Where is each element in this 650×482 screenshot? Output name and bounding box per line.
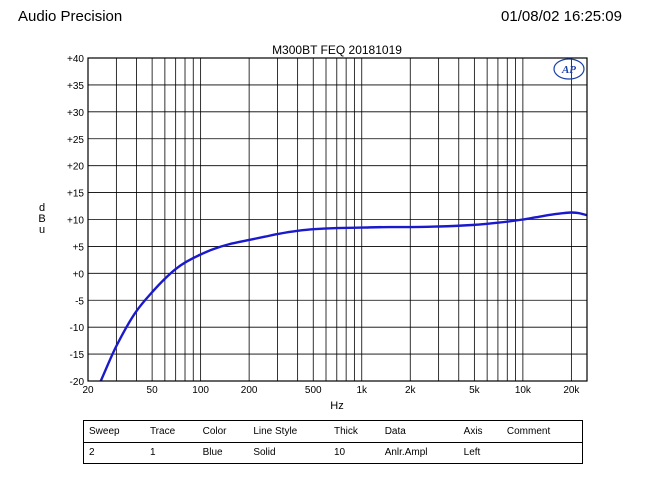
x-axis-ticks: 20 50 100 200 500 1k 2k 5k 10k 20k bbox=[82, 385, 580, 396]
x-axis-label: Hz bbox=[330, 400, 343, 412]
x-tick-label: 500 bbox=[305, 385, 322, 396]
y-axis-ticks: +40 +35 +30 +25 +20 +15 +10 +5 +0 -5 -10 -15 -20 bbox=[67, 54, 84, 388]
legend-header-cell: Color bbox=[197, 420, 249, 443]
x-tick-label: 50 bbox=[147, 385, 159, 396]
y-tick-label: +10 bbox=[67, 216, 84, 227]
ap-logo-text: AP bbox=[561, 64, 576, 76]
x-tick-label: 5k bbox=[469, 385, 481, 396]
legend-cell: Solid bbox=[253, 447, 276, 459]
app-title: Audio Precision bbox=[18, 8, 123, 25]
chart-title: M300BT FEQ 20181019 bbox=[272, 43, 402, 57]
y-tick-label: +25 bbox=[67, 135, 84, 146]
y-tick-label: -10 bbox=[70, 323, 85, 334]
x-tick-label: 20k bbox=[563, 385, 580, 396]
y-tick-label: +40 bbox=[67, 54, 84, 65]
y-tick-label: +30 bbox=[67, 108, 84, 119]
x-tick-label: 10k bbox=[515, 385, 532, 396]
y-tick-label: -5 bbox=[75, 296, 84, 307]
legend-cell: Anlr.Ampl bbox=[384, 447, 428, 459]
series-line bbox=[99, 211, 588, 382]
legend-header-cell: Axis bbox=[458, 420, 502, 443]
y-tick-label: -15 bbox=[70, 350, 85, 361]
legend-header-cell: Line Style bbox=[248, 420, 329, 443]
x-tick-label: 100 bbox=[192, 385, 209, 396]
timestamp: 01/08/02 16:25:09 bbox=[501, 8, 622, 25]
x-tick-label: 1k bbox=[356, 385, 368, 396]
y-tick-label: +20 bbox=[67, 162, 84, 173]
legend-header-cell: Sweep bbox=[83, 420, 145, 443]
plot-frame bbox=[87, 57, 588, 382]
y-tick-label: +0 bbox=[73, 269, 85, 280]
legend-row: 2 1 Blue Solid 10 Anlr.Ampl Left bbox=[84, 442, 583, 464]
x-tick-label: 20 bbox=[82, 385, 94, 396]
y-tick-label: +15 bbox=[67, 189, 84, 200]
y-tick-label: -20 bbox=[70, 377, 85, 388]
legend-header-row: Sweep Trace Color Line Style Thick Data Axis Co… bbox=[83, 420, 583, 443]
legend-header-cell: Comment bbox=[501, 420, 583, 443]
legend-cell bbox=[502, 442, 583, 464]
y-tick-label: +5 bbox=[73, 242, 85, 253]
frequency-response-chart: M300BT FEQ 20181019 +40 +35 +30 +25 +20 +15 +1… bbox=[38, 43, 588, 412]
legend-cell: 10 bbox=[333, 447, 346, 459]
legend-cell: Blue bbox=[202, 447, 223, 459]
legend-cell: 1 bbox=[149, 447, 156, 459]
trace-legend-table: Sweep Trace Color Line Style Thick Data Axis Co… bbox=[83, 420, 583, 464]
ap-logo-icon: AP bbox=[553, 58, 585, 80]
x-tick-label: 200 bbox=[241, 385, 258, 396]
legend-header-cell: Data bbox=[379, 420, 459, 443]
legend-header-cell: Thick bbox=[328, 420, 380, 443]
series-layer bbox=[99, 211, 588, 382]
grid bbox=[88, 57, 587, 382]
legend-header-cell: Trace bbox=[144, 420, 198, 443]
legend-cell: Left bbox=[463, 447, 481, 459]
legend-cell: 2 bbox=[89, 447, 95, 459]
y-tick-label: +35 bbox=[67, 81, 84, 92]
x-tick-label: 2k bbox=[405, 385, 417, 396]
